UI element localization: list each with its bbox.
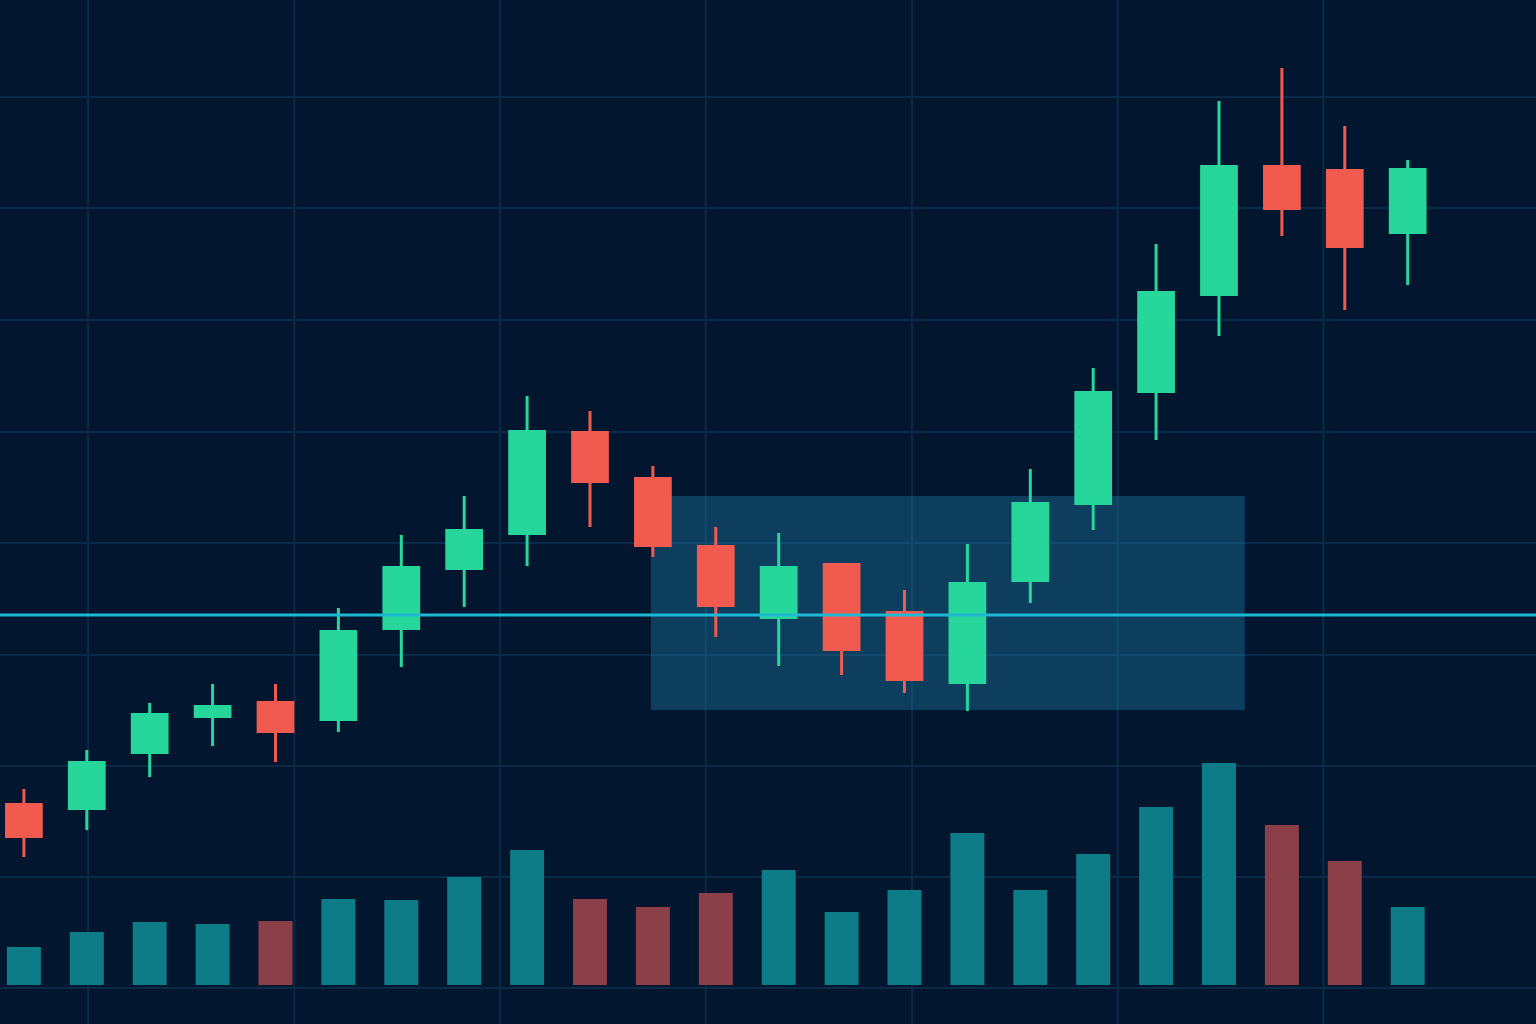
volume-bar [258,921,293,985]
candle-body [571,431,609,483]
volume-bar [761,870,796,985]
candle-body [1074,391,1113,505]
volume-bar [447,877,482,985]
volume-bar [1202,763,1236,985]
volume-bar [195,924,230,985]
volume-bar [698,893,733,985]
candle-body [948,582,987,684]
volume-bar [824,912,859,985]
candle-body [67,761,106,810]
volume-bar [635,907,670,985]
candle-body [759,566,798,619]
candle-body [1200,165,1238,296]
candle-body [382,566,421,630]
candle-body [634,477,672,547]
volume-bar [1013,890,1048,985]
volume-bar [510,850,545,985]
volume-bar [950,833,985,985]
candle-body [1011,502,1050,582]
candle-body [130,713,169,754]
highlight-zone [651,496,1245,710]
volume-bar [1076,854,1111,985]
volume-bar [1327,861,1362,985]
candle-body [1325,169,1364,248]
volume-bar [132,922,167,985]
candle-body [445,529,484,570]
candle-body [822,563,861,651]
volume-bar [6,947,41,985]
volume-bar [887,890,922,985]
volume-bar [1264,825,1299,985]
candle-body [319,630,358,721]
volume-bar [1390,907,1425,985]
candle-body [1263,165,1301,210]
candle-body [1137,291,1175,393]
volume-bar [321,899,356,985]
volume-bar [384,900,419,985]
candle-body [696,545,735,607]
candle-body [193,705,232,718]
candle-body [5,803,43,838]
candle-body [508,430,546,535]
candle-body [256,701,295,733]
volume-bar [573,899,607,985]
candle-body [885,611,924,681]
volume-bar [1139,807,1174,985]
volume-bar [69,932,104,985]
candle-body [1388,168,1427,234]
